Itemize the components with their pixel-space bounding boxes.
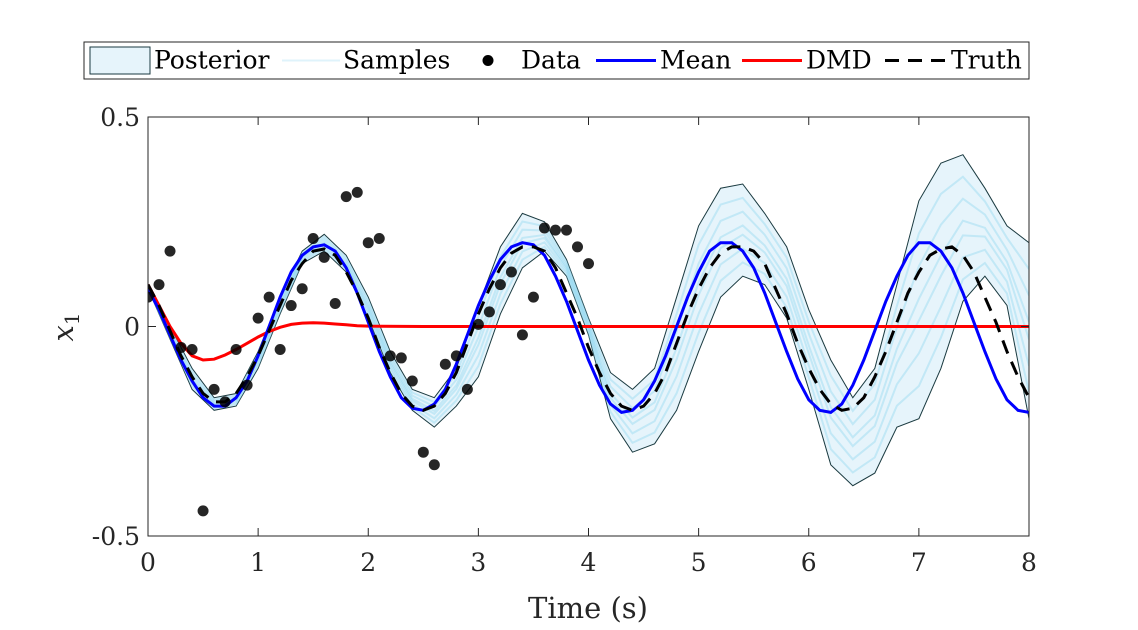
truth-line (148, 245, 1029, 412)
data-point (406, 375, 418, 387)
x-tick-label: 7 (911, 548, 927, 577)
data-point (340, 191, 352, 203)
data-point (263, 291, 275, 303)
y-tick-label: -0.5 (92, 522, 140, 551)
data-point (351, 186, 363, 198)
data-point (583, 258, 594, 270)
legend-swatch-posterior (89, 46, 151, 75)
data-point (219, 396, 231, 408)
data-point (450, 350, 462, 362)
mean-line (148, 241, 1029, 414)
data-point (164, 245, 176, 257)
data-point (494, 279, 506, 291)
legend-label: Truth (951, 46, 1022, 75)
legend-label: Data (521, 46, 581, 75)
data-point (274, 344, 286, 356)
data-point (516, 329, 528, 341)
x-tick-label: 0 (140, 548, 156, 577)
x-tick-label: 2 (360, 548, 376, 577)
x-tick-label: 3 (470, 548, 486, 577)
data-point (241, 379, 253, 391)
plot-content (148, 117, 1029, 536)
data-point (571, 241, 583, 253)
data-point (472, 318, 484, 330)
sample-curve (148, 241, 1029, 461)
x-tick-label: 4 (581, 548, 597, 577)
legend-swatch-data (482, 55, 494, 66)
data-point (549, 224, 561, 236)
dmd-line (148, 283, 1029, 362)
x-tick-label: 5 (691, 548, 707, 577)
legend-label: Mean (660, 46, 731, 75)
data-point (307, 233, 319, 245)
data-point (362, 237, 374, 249)
y-axis-title-main: x (46, 325, 80, 341)
data-point (208, 383, 220, 395)
data-point (186, 344, 198, 356)
axes: 0 1 2 3 4 5 6 7 8-0.500.5 (92, 103, 1037, 577)
x-tick-label: 1 (250, 548, 266, 577)
legend-label: DMD (806, 46, 872, 75)
data-point (230, 344, 242, 356)
data-point (560, 224, 572, 236)
data-point (395, 352, 407, 364)
data-point (439, 358, 451, 370)
y-tick-label: 0.5 (100, 103, 140, 132)
legend: Posterior Samples Data Mean DMD Truth (83, 41, 1030, 80)
data-point (527, 291, 539, 303)
sample-curve (148, 197, 1029, 426)
data-point (483, 306, 495, 318)
y-tick-label: 0 (124, 313, 140, 342)
data-point (175, 341, 187, 353)
data-point (197, 505, 209, 517)
data-point (329, 297, 341, 309)
data-point (428, 459, 440, 471)
y-axis-title: x1 (46, 312, 84, 341)
x-tick-label: 6 (801, 548, 817, 577)
y-axis-title-subscript: 1 (60, 312, 84, 325)
data-point (505, 266, 517, 278)
data-point (373, 233, 385, 245)
legend-box (83, 41, 1030, 80)
data-point (153, 279, 165, 291)
data-point (318, 251, 330, 263)
legend-label: Posterior (154, 46, 270, 75)
x-tick-label: 8 (1021, 548, 1037, 577)
legend-label: Samples (343, 46, 450, 75)
x-axis-title: Time (s) (528, 591, 648, 625)
data-point (296, 283, 308, 295)
plot-area (148, 117, 1029, 536)
data-point (417, 446, 429, 458)
sample-curve (148, 245, 1029, 474)
data-point (384, 350, 396, 362)
data-point (252, 312, 264, 324)
data-point (285, 300, 297, 312)
data-point (148, 291, 154, 303)
data-point (538, 222, 550, 234)
data-point (461, 383, 473, 395)
